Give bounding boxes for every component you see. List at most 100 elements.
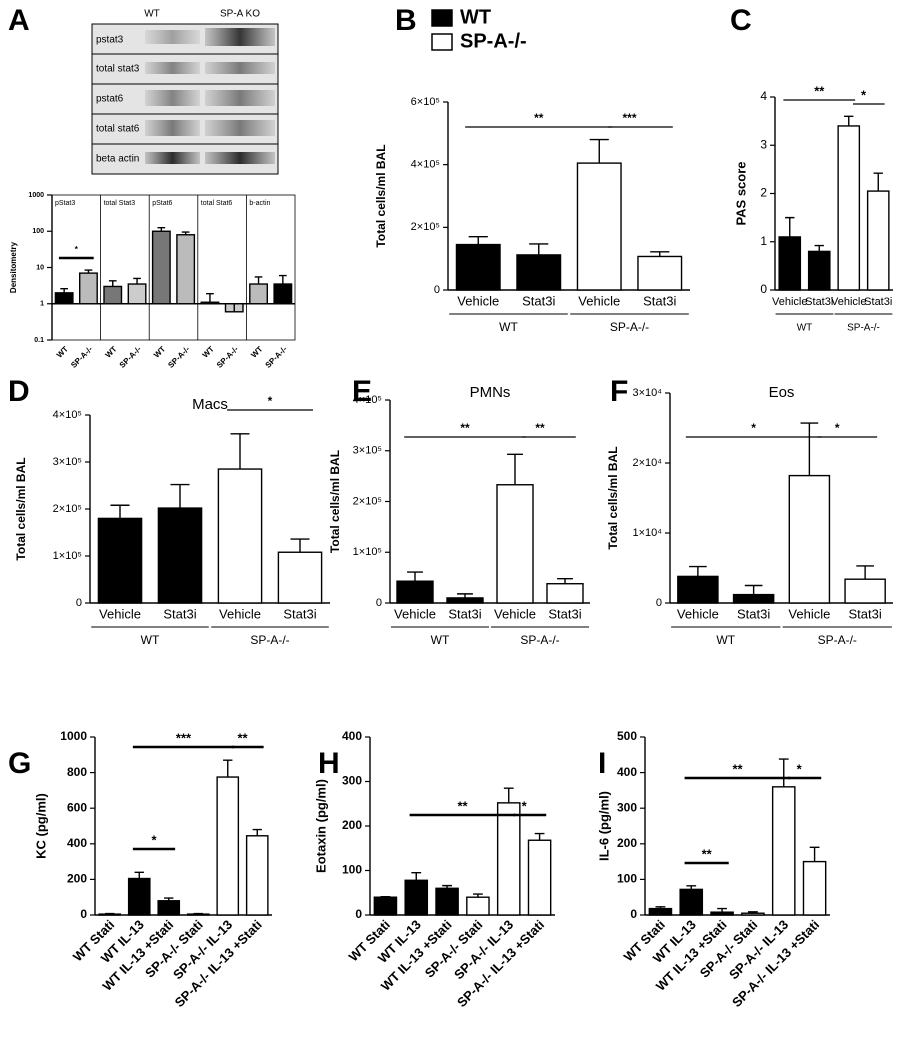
error-bar	[84, 269, 93, 274]
bar	[245, 835, 269, 916]
plot-frame	[51, 194, 296, 341]
blot-band	[145, 90, 200, 106]
error-bar	[468, 236, 488, 245]
x-tick-label: Stat3i	[283, 606, 316, 621]
bar	[802, 860, 827, 916]
y-tick-label: 0	[80, 907, 87, 921]
y-tick-label: 3×10⁵	[53, 456, 82, 468]
blot-row-label: pstat6	[96, 94, 124, 105]
significance-label: **	[460, 421, 470, 435]
blot-row	[91, 143, 279, 175]
y-tick-label: 300	[617, 800, 637, 814]
panel-letter: D	[8, 375, 30, 408]
y-tick-label: 100	[617, 872, 637, 886]
error-bar	[252, 828, 262, 836]
x-tick-label: Vehicle	[578, 293, 620, 308]
chart-title: Macs	[192, 396, 228, 413]
significance-label: *	[268, 394, 273, 408]
x-tick-label: Vehicle	[99, 606, 141, 621]
y-tick-label: 0	[630, 907, 637, 921]
chart-title: Eos	[769, 384, 795, 401]
error-bar	[110, 504, 130, 519]
panel: Densitometry 0.1 1 10 100 1000 pStat3 total Sta…	[9, 192, 296, 370]
panel-letter: F	[610, 375, 628, 408]
x-tick-label: Stat3i	[864, 296, 892, 308]
blot-row-label: pstat3	[96, 35, 124, 46]
blot-band	[205, 28, 275, 46]
error-bar	[785, 216, 795, 237]
significance-label: *	[75, 245, 79, 254]
y-tick-label: 2×10⁵	[411, 221, 440, 233]
error-bar	[809, 846, 820, 862]
y-tick-label: 0	[434, 284, 440, 296]
blot-column: WT	[144, 9, 160, 20]
y-axis-label: Total cells/ml BAL	[14, 457, 28, 560]
group-title: pStat6	[152, 200, 172, 207]
x-tick-label: WT	[55, 344, 70, 359]
significance-label: **	[534, 111, 544, 125]
panel: E PMNs Total cells/ml BAL 0 1×10⁵ 2×10⁵ 3×10⁵ 4…	[328, 375, 590, 647]
bar	[176, 234, 196, 305]
significance-label: ***	[622, 111, 636, 125]
y-tick-label: 0	[376, 597, 382, 609]
bar	[771, 786, 796, 916]
significance-label: **	[814, 83, 825, 98]
bar	[273, 283, 293, 305]
legend-label: SP-A-/-	[460, 30, 527, 52]
bar	[373, 896, 398, 916]
x-tick-label: Vehicle	[457, 293, 499, 308]
bar	[157, 900, 181, 916]
bar	[679, 888, 704, 916]
error-bar	[844, 115, 854, 126]
error-bar	[856, 565, 874, 580]
error-bar	[457, 593, 473, 598]
bar	[496, 484, 534, 604]
bar	[648, 907, 673, 916]
y-axis-label: Total cells/ml BAL	[328, 450, 342, 553]
group-title: total Stat3	[104, 200, 136, 207]
x-tick-label: SP-A-/-	[166, 344, 191, 369]
y-axis-label: PAS score	[733, 161, 748, 225]
blot-band	[205, 120, 275, 136]
blot-band	[145, 152, 200, 164]
y-tick-label: 4	[760, 89, 767, 103]
error-bar	[473, 893, 483, 898]
bar	[127, 283, 147, 305]
group-label: SP-A-/-	[847, 323, 880, 334]
error-bar	[507, 453, 523, 485]
bar	[576, 162, 622, 291]
x-tick-label: Vehicle	[831, 296, 866, 308]
y-tick-label: 400	[67, 836, 87, 850]
x-tick-label: SP-A-/-	[264, 344, 289, 369]
bar	[79, 272, 98, 305]
y-tick-label: 0	[760, 282, 767, 296]
x-tick-label: Stat3i	[849, 606, 882, 621]
significance-label: **	[535, 421, 545, 435]
error-bar	[778, 758, 789, 787]
error-bar	[529, 243, 549, 255]
x-tick-label: Vehicle	[494, 606, 536, 621]
blot-band	[205, 152, 275, 164]
error-bar	[134, 871, 144, 879]
group-title: pStat3	[55, 200, 75, 207]
bar	[200, 301, 220, 305]
bar	[216, 776, 240, 916]
y-tick-label: 1×10⁵	[353, 546, 382, 558]
y-tick-label: 100	[32, 228, 44, 235]
bar	[396, 580, 434, 604]
error-bar	[873, 172, 883, 192]
error-bar	[164, 897, 174, 901]
panel-letter: H	[318, 747, 340, 780]
error-bar	[689, 565, 707, 577]
error-bar	[589, 138, 609, 164]
group-label: WT	[499, 320, 518, 334]
bar	[249, 283, 268, 305]
x-tick-label: Vehicle	[788, 606, 830, 621]
group-label: SP-A-/-	[610, 320, 649, 334]
significance-label: **	[732, 761, 743, 776]
bar	[710, 911, 734, 916]
x-tick-label: SP-A-/-	[69, 344, 94, 369]
y-axis-label: Eotaxin (pg/ml)	[313, 779, 328, 873]
